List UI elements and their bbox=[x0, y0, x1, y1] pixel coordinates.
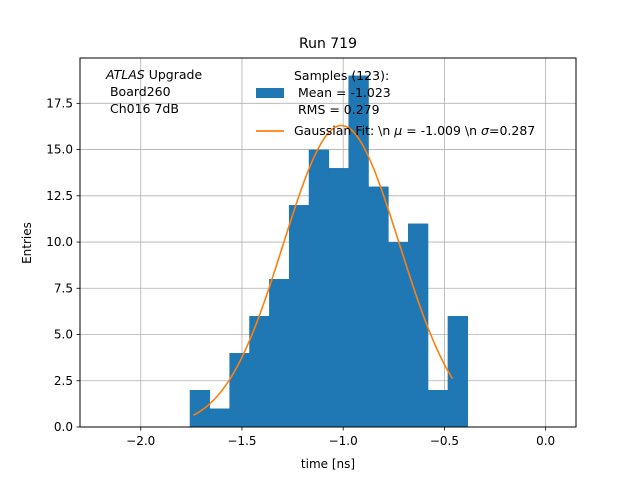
legend: Samples (123): Mean = -1.023 RMS = 0.279… bbox=[256, 68, 535, 138]
x-tick-label: 0.0 bbox=[536, 434, 555, 448]
histogram-bar bbox=[189, 390, 211, 427]
histogram-bar bbox=[209, 408, 230, 427]
legend-samples-line-3: RMS = 0.279 bbox=[294, 102, 380, 117]
x-axis-ticks: −2.0 −1.5 −1.0 −0.5 0.0 bbox=[126, 427, 555, 448]
histogram-bars bbox=[189, 75, 468, 428]
annotation-atlas: ATLAS bbox=[105, 67, 145, 82]
y-tick-label: 5.0 bbox=[54, 328, 73, 342]
x-tick-label: −1.0 bbox=[329, 434, 358, 448]
y-tick-label: 12.5 bbox=[46, 189, 73, 203]
gaussian-fit-line bbox=[192, 124, 454, 416]
legend-samples-line-1: Samples (123): bbox=[294, 68, 389, 83]
annotation-upgrade: Upgrade bbox=[145, 67, 203, 82]
histogram-bar bbox=[328, 168, 349, 428]
atlas-annotation: ATLAS Upgrade Board260 Ch016 7dB bbox=[105, 67, 202, 116]
histogram-bar bbox=[427, 390, 449, 427]
histogram-bar bbox=[348, 75, 369, 428]
annotation-line-1: ATLAS Upgrade bbox=[105, 67, 202, 82]
x-axis-label: time [ns] bbox=[301, 457, 355, 471]
histogram-bar bbox=[249, 316, 270, 427]
legend-fit-label: Gaussian Fit: \n μ = -1.009 \n σ=0.287 bbox=[294, 123, 535, 138]
gaussian-fit-series bbox=[192, 124, 454, 416]
legend-fit-mu: μ bbox=[393, 123, 402, 138]
y-tick-label: 0.0 bbox=[54, 420, 73, 434]
y-tick-label: 15.0 bbox=[46, 143, 73, 157]
annotation-line-3: Ch016 7dB bbox=[106, 101, 179, 116]
y-tick-label: 17.5 bbox=[46, 96, 73, 110]
x-tick-label: −0.5 bbox=[430, 434, 459, 448]
y-tick-label: 2.5 bbox=[54, 374, 73, 388]
annotation-line-2: Board260 bbox=[106, 84, 171, 99]
histogram-bar bbox=[288, 205, 310, 427]
legend-histogram-swatch bbox=[256, 88, 284, 98]
plot-frame bbox=[79, 57, 577, 428]
legend-fit-label-c: =0.287 bbox=[489, 123, 535, 138]
y-axis-label: Entries bbox=[20, 222, 34, 264]
histogram-bar bbox=[368, 186, 389, 427]
histogram-bar bbox=[447, 316, 468, 427]
legend-samples-line-2: Mean = -1.023 bbox=[294, 85, 391, 100]
chart-title: Run 719 bbox=[299, 36, 357, 52]
x-tick-label: −1.5 bbox=[227, 434, 256, 448]
histogram-bar bbox=[229, 353, 250, 427]
y-tick-label: 7.5 bbox=[54, 281, 73, 295]
y-tick-label: 10.0 bbox=[46, 235, 73, 249]
legend-fit-sigma: σ bbox=[481, 123, 490, 138]
x-tick-label: −2.0 bbox=[126, 434, 155, 448]
histogram-bar bbox=[407, 223, 429, 427]
legend-fit-label-a: Gaussian Fit: \n bbox=[294, 123, 394, 138]
histogram-bar bbox=[269, 279, 290, 427]
y-axis-ticks: 0.0 2.5 5.0 7.5 10.0 12.5 15.0 17.5 bbox=[46, 96, 80, 434]
histogram-bar bbox=[388, 242, 409, 427]
legend-fit-label-b: = -1.009 \n bbox=[402, 123, 481, 138]
histogram-bar bbox=[308, 149, 330, 427]
